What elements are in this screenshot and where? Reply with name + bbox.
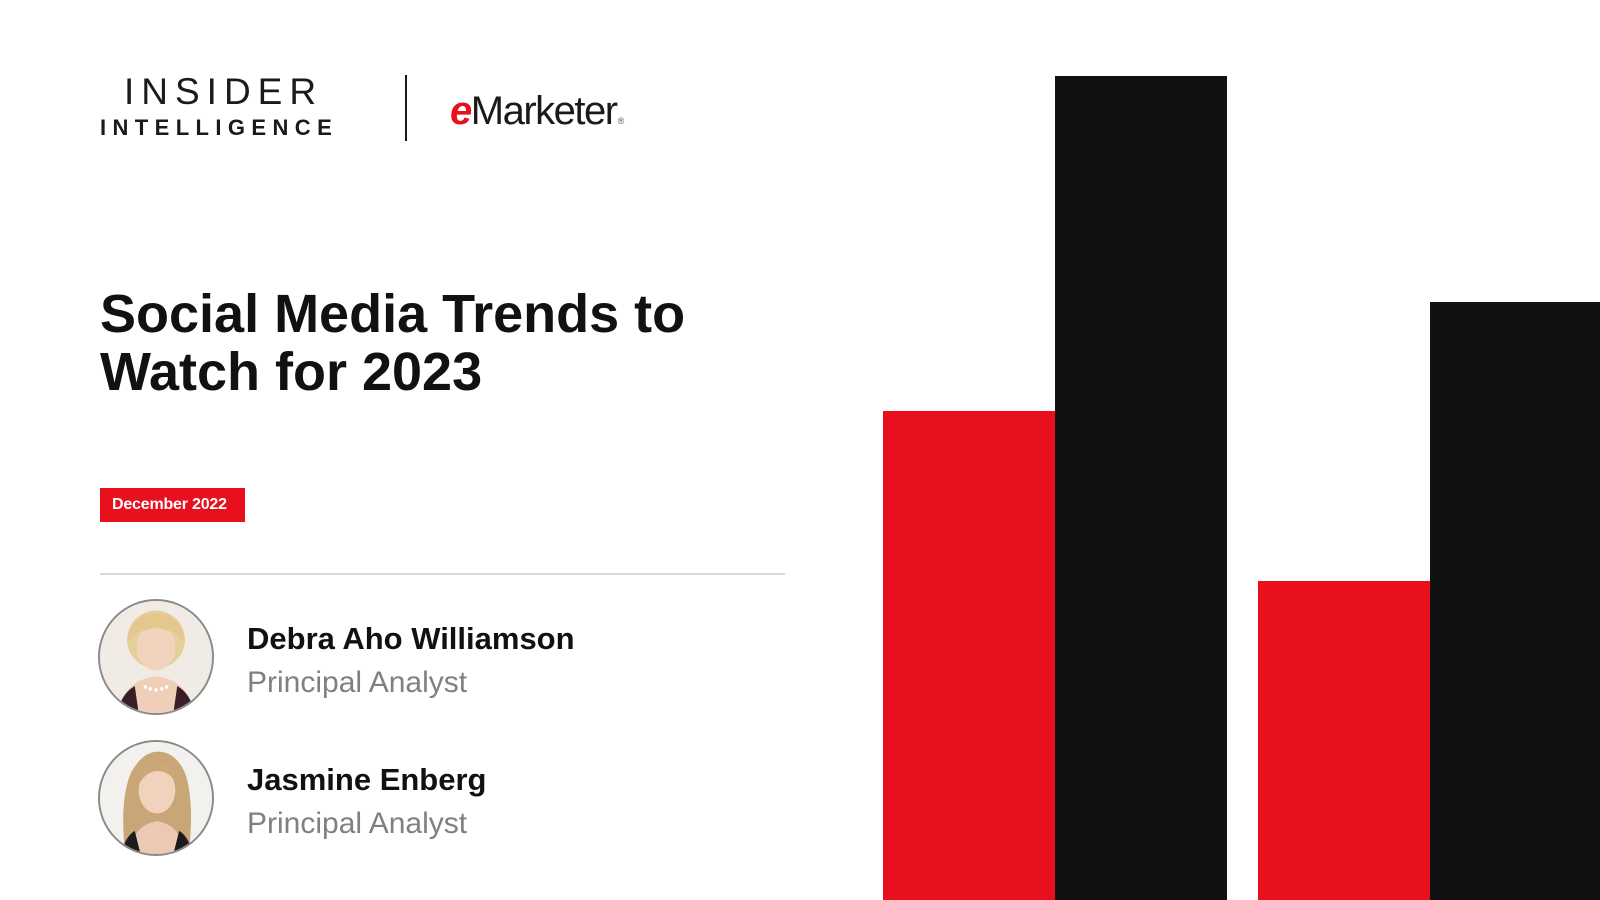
title-line-2: Watch for 2023 — [100, 342, 483, 402]
section-divider — [100, 573, 785, 575]
decorative-bar-red — [1258, 581, 1430, 900]
page-title: Social Media Trends to Watch for 2023 — [100, 285, 820, 401]
author-avatar — [98, 599, 214, 715]
author-card: Jasmine Enberg Principal Analyst — [98, 740, 798, 862]
emarketer-logo: eMarketer® — [450, 86, 624, 136]
emarketer-wordmark: Marketer — [470, 89, 618, 133]
author-role: Principal Analyst — [247, 666, 468, 699]
author-photo-icon — [100, 601, 212, 713]
emarketer-e-mark: e — [450, 89, 472, 133]
author-name: Jasmine Enberg — [247, 762, 487, 797]
insider-intelligence-logo: INSIDER INTELLIGENCE — [100, 72, 360, 142]
date-badge: December 2022 — [100, 488, 245, 522]
decorative-bar-red — [883, 411, 1055, 900]
author-name: Debra Aho Williamson — [247, 621, 575, 656]
decorative-bar-black — [1055, 76, 1227, 900]
author-role: Principal Analyst — [247, 807, 468, 840]
author-avatar — [98, 740, 214, 856]
registered-mark: ® — [617, 116, 625, 126]
logo-divider — [405, 75, 407, 141]
author-card: Debra Aho Williamson Principal Analyst — [98, 599, 798, 721]
logo-insider-text: INSIDER — [124, 71, 324, 112]
logo-intelligence-text: INTELLIGENCE — [100, 115, 339, 140]
decorative-bar-black — [1430, 302, 1600, 900]
author-photo-icon — [100, 742, 212, 854]
title-line-1: Social Media Trends to — [100, 284, 686, 344]
